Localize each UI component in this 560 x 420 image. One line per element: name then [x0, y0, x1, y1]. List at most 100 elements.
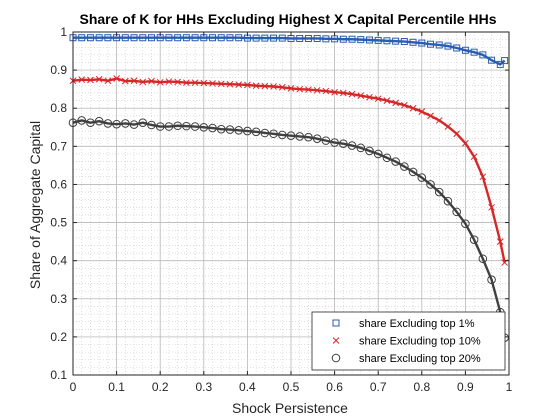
data-point	[461, 46, 469, 54]
data-point	[383, 97, 391, 104]
data-point	[251, 127, 261, 137]
data-point	[208, 123, 217, 133]
data-point	[435, 41, 443, 49]
data-point	[113, 75, 120, 82]
data-point	[479, 173, 487, 181]
data-point	[78, 34, 86, 42]
x-tick-label: 0.2	[152, 380, 169, 394]
data-point	[365, 36, 373, 44]
data-point	[391, 157, 400, 166]
data-point	[147, 34, 155, 42]
x-tick-label: 0.6	[326, 380, 343, 394]
data-point	[269, 129, 278, 139]
data-point	[330, 138, 339, 147]
y-tick-label: 0.8	[50, 101, 67, 115]
data-point	[312, 134, 322, 144]
legend-marker	[332, 337, 340, 344]
data-point	[427, 40, 435, 48]
data-point	[348, 90, 356, 98]
data-point	[408, 167, 418, 177]
data-point	[209, 34, 217, 42]
legend-label: share Excluding top 1%	[359, 318, 475, 330]
y-tick-label: 0.3	[50, 292, 67, 306]
data-point	[191, 34, 199, 42]
y-tick-label: 0.4	[50, 254, 67, 268]
data-point	[155, 122, 165, 131]
data-point	[305, 86, 312, 93]
data-point	[331, 88, 338, 96]
data-point	[261, 34, 269, 42]
data-point	[356, 143, 366, 153]
data-point	[95, 34, 103, 42]
data-point	[217, 34, 225, 42]
data-point	[234, 126, 243, 135]
data-point	[322, 35, 330, 43]
data-point	[103, 119, 113, 128]
data-point	[225, 125, 235, 134]
x-tick-label: 0.5	[283, 380, 300, 394]
data-point	[260, 128, 270, 138]
x-tick-label: 1	[506, 380, 513, 394]
data-point	[304, 34, 312, 42]
series-layer	[68, 34, 509, 342]
data-point	[488, 56, 496, 64]
y-axis-label: Share of Aggregate Capital	[27, 121, 43, 289]
data-point	[129, 120, 139, 129]
data-point	[78, 76, 86, 83]
data-point	[348, 35, 356, 43]
data-point	[270, 83, 277, 90]
data-point	[496, 60, 504, 68]
data-point	[365, 146, 374, 156]
data-point	[479, 51, 487, 59]
data-point	[443, 196, 453, 206]
data-point	[322, 87, 330, 95]
data-point	[209, 80, 216, 87]
legend: share Excluding top 1% share Excluding to…	[311, 311, 506, 371]
y-tick-label: 0.1	[50, 368, 67, 382]
x-axis-label: Shock Persistence	[232, 400, 348, 416]
data-point	[139, 34, 147, 42]
x-tick-label: 0.7	[370, 380, 387, 394]
data-point	[182, 34, 190, 42]
data-point	[252, 34, 260, 42]
data-point	[104, 77, 112, 85]
data-point	[392, 37, 400, 45]
data-point	[287, 85, 295, 92]
legend-label: share Excluding top 20%	[359, 353, 481, 365]
data-point	[95, 75, 103, 83]
data-point	[182, 121, 191, 131]
legend-label: share Excluding top 10%	[359, 336, 481, 348]
data-point	[453, 44, 461, 52]
data-point	[270, 34, 278, 42]
data-point	[104, 34, 112, 42]
data-point	[295, 132, 305, 141]
data-point	[347, 141, 357, 150]
data-point	[77, 116, 87, 125]
data-point	[183, 79, 190, 87]
data-point	[147, 120, 156, 130]
data-point	[190, 122, 200, 131]
data-point	[121, 77, 129, 85]
x-tick-label: 0.3	[195, 380, 212, 394]
data-point	[296, 85, 304, 93]
data-point	[87, 76, 94, 84]
legend-box	[311, 311, 506, 371]
data-point	[86, 118, 95, 128]
data-point	[357, 92, 365, 99]
data-point	[156, 78, 164, 86]
data-point	[304, 132, 313, 142]
y-tick-label: 0.7	[50, 139, 67, 153]
data-point	[261, 82, 269, 90]
data-point	[296, 34, 304, 42]
data-point	[130, 77, 138, 85]
data-point	[226, 34, 234, 42]
data-point	[487, 275, 496, 285]
data-point	[94, 116, 104, 126]
data-point	[462, 139, 469, 147]
data-point	[200, 79, 208, 87]
data-point	[366, 93, 373, 101]
data-point	[313, 86, 321, 94]
data-point	[470, 48, 478, 56]
data-point	[112, 119, 121, 129]
